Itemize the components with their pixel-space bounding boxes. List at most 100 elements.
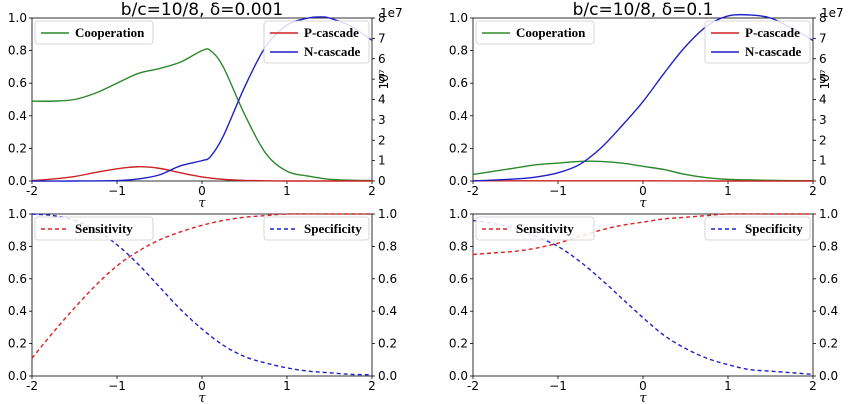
- y-right-tick-label: 0.8: [819, 239, 838, 253]
- y-left-tick-label: 0.2: [8, 141, 27, 155]
- x-tick-label: 0: [198, 184, 206, 198]
- x-tick-label: −1: [549, 379, 567, 393]
- right-axis-exponent: 10⁷: [377, 69, 391, 89]
- chart-panel-1: b/c=10/8, δ=0.001 -2 −1 0 1 2 τ 0.0 0.2 0.4 0.6 0.8…: [8, 0, 403, 211]
- legend-label: Sensitivity: [516, 221, 574, 236]
- chart-panel-4: -2 −1 0 1 2 τ 0.0 0.2 0.4 0.6 0.8 1.0 0.0 0.2 0.4 0.6 0.…: [449, 207, 838, 404]
- legend-box: [475, 20, 595, 45]
- x-tick-label: 0: [198, 379, 206, 393]
- legend-box: [34, 20, 154, 45]
- right-axis-exponent: 10⁷: [818, 69, 832, 89]
- y-left-tick-label: 1.0: [449, 11, 468, 25]
- legend-label: Specificity: [745, 221, 803, 236]
- x-axis-label: τ: [198, 391, 206, 404]
- series-line-n-cascade: [31, 16, 373, 182]
- x-tick-label: −1: [549, 184, 567, 198]
- series-line-cooperation: [31, 48, 373, 182]
- x-tick-label: 1: [724, 379, 732, 393]
- y-left-tick-label: 0.6: [449, 272, 468, 286]
- y-left-tick-label: 0.8: [8, 239, 27, 253]
- y-left-tick-label: 0.0: [449, 174, 468, 188]
- series-line-sensitivity: [31, 213, 372, 359]
- x-tick-label: 2: [368, 379, 376, 393]
- y-left-tick-label: 0.8: [8, 44, 27, 58]
- y-left-tick-label: 0.6: [8, 76, 27, 90]
- y-right-tick-label: 3: [378, 113, 386, 127]
- chart-panel-2: b/c=10/8, δ=0.1 -2 −1 0 1 2 τ 0.0 0.2 0.4 0.6 0.8 1.…: [449, 0, 844, 211]
- legend-box: [704, 216, 811, 241]
- y-left-tick-label: 0.0: [8, 369, 27, 383]
- y-right-tick-label: 0.0: [819, 369, 838, 383]
- y-right-tick-label: 0.8: [378, 239, 397, 253]
- series-line-specificity: [472, 219, 814, 376]
- legend-box: [263, 216, 370, 241]
- x-tick-label: 0: [639, 184, 647, 198]
- legend-label: Cooperation: [516, 25, 586, 40]
- y-left-tick-label: 0.2: [449, 141, 468, 155]
- y-right-tick-label: 0.0: [378, 369, 397, 383]
- y-right-tick-label: 1: [819, 154, 827, 168]
- y-right-tick-label: 4: [378, 93, 386, 107]
- y-left-tick-label: 0.2: [449, 337, 468, 351]
- x-tick-label: −1: [108, 184, 126, 198]
- y-right-tick-label: 1: [378, 154, 386, 168]
- y-right-tick-label: 0.2: [378, 337, 397, 351]
- y-right-tick-label: 2: [378, 133, 386, 147]
- x-tick-label: -2: [26, 184, 38, 198]
- y-right-tick-label: 8: [378, 11, 386, 25]
- x-tick-label: -2: [467, 379, 479, 393]
- y-right-tick-label: 0.4: [378, 304, 397, 318]
- legend-box: [34, 216, 154, 241]
- legend-left: Cooperation: [34, 20, 154, 45]
- x-axis-label: τ: [639, 391, 647, 404]
- x-tick-label: 0: [639, 379, 647, 393]
- legend-left: Sensitivity: [475, 216, 595, 241]
- y-right-tick-label: 0: [819, 174, 827, 188]
- right-axis-offset-label: 1e7: [821, 6, 844, 20]
- y-right-tick-label: 5: [819, 72, 827, 86]
- y-right-tick-label: 7: [819, 31, 827, 45]
- legend-label: Specificity: [304, 221, 362, 236]
- y-left-tick-label: 0.8: [449, 44, 468, 58]
- y-right-tick-label: 0.4: [819, 304, 838, 318]
- legend-right: P-cascade N-cascade: [704, 20, 811, 64]
- y-left-tick-label: 0.4: [449, 109, 468, 123]
- y-right-tick-label: 1.0: [378, 207, 397, 221]
- x-tick-label: -2: [26, 379, 38, 393]
- y-right-tick-label: 0: [378, 174, 386, 188]
- legend-right: Specificity: [704, 216, 811, 241]
- x-tick-label: 2: [368, 184, 376, 198]
- y-left-tick-label: 0.4: [8, 109, 27, 123]
- legend-label: N-cascade: [304, 44, 361, 59]
- y-right-tick-label: 6: [378, 52, 386, 66]
- y-left-tick-label: 0.4: [449, 304, 468, 318]
- x-axis-label: τ: [639, 196, 647, 211]
- x-axis-label: τ: [198, 196, 206, 211]
- y-right-tick-label: 4: [819, 93, 827, 107]
- series-line-cooperation: [472, 160, 814, 182]
- series-line-n-cascade: [472, 13, 814, 182]
- x-tick-label: 1: [724, 184, 732, 198]
- legend-label: P-cascade: [304, 25, 359, 40]
- y-left-tick-label: 1.0: [8, 207, 27, 221]
- y-right-tick-label: 0.6: [378, 272, 397, 286]
- y-left-tick-label: 1.0: [8, 11, 27, 25]
- right-axis-offset-label: 1e7: [380, 6, 403, 20]
- series-line-p-cascade: [31, 166, 372, 182]
- legend-box: [475, 216, 595, 241]
- y-left-tick-label: 0.0: [8, 174, 27, 188]
- y-left-tick-label: 0.8: [449, 239, 468, 253]
- legend-right: Specificity: [263, 216, 370, 241]
- y-left-tick-label: 0.0: [449, 369, 468, 383]
- y-right-tick-label: 7: [378, 31, 386, 45]
- y-right-tick-label: 6: [819, 52, 827, 66]
- legend-label: N-cascade: [745, 44, 802, 59]
- y-left-tick-label: 1.0: [449, 207, 468, 221]
- y-left-tick-label: 0.2: [8, 337, 27, 351]
- x-tick-label: 2: [809, 379, 817, 393]
- chart-title: b/c=10/8, δ=0.1: [573, 0, 714, 20]
- legend-label: Cooperation: [75, 25, 145, 40]
- chart-panel-3: -2 −1 0 1 2 τ 0.0 0.2 0.4 0.6 0.8 1.0 0.0 0.2 0.4 0.6 0.…: [8, 207, 397, 404]
- y-left-tick-label: 0.6: [449, 76, 468, 90]
